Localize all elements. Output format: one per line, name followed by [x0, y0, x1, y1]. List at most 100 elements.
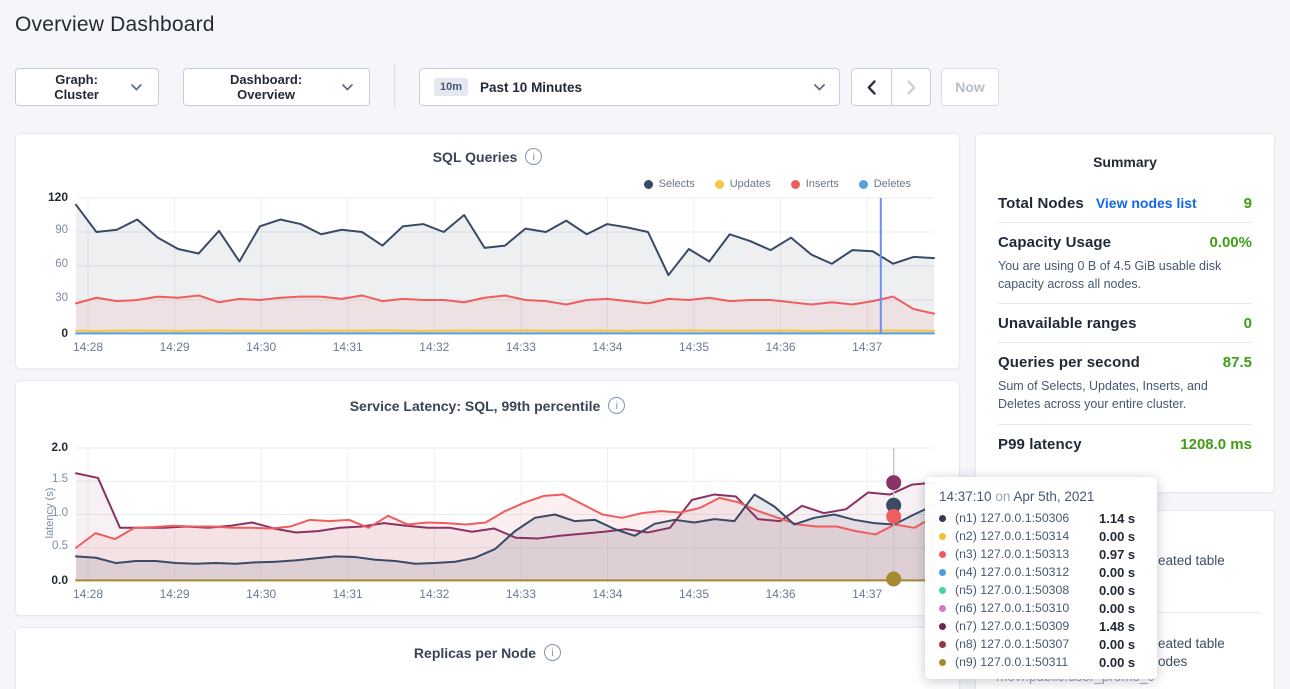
divider: [998, 423, 1252, 425]
node-latency-value: 0.97 s: [1099, 546, 1136, 562]
x-tick-label: 14:35: [679, 340, 710, 354]
summary-value: 9: [1243, 195, 1252, 212]
node-color-dot: [939, 622, 946, 630]
legend-dot: [790, 179, 800, 189]
node-latency-value: 1.48 s: [1099, 618, 1136, 634]
x-tick-label: 14:34: [592, 340, 623, 354]
page-title: Overview Dashboard: [15, 13, 215, 36]
sql-queries-chart[interactable]: [75, 197, 935, 335]
tooltip-node-row: (n4) 127.0.0.1:50312 0.00 s: [939, 563, 1143, 581]
divider: [1158, 612, 1260, 613]
graph-dropdown-label: Graph: Cluster: [54, 72, 99, 102]
chevron-down-icon: [131, 83, 142, 91]
tooltip-node-row: (n8) 127.0.0.1:50307 0.00 s: [939, 635, 1143, 653]
x-tick-label: 14:36: [765, 587, 796, 601]
x-tick-label: 14:36: [765, 340, 796, 354]
legend-label: Deletes: [873, 178, 911, 190]
x-tick-label: 14:37: [852, 340, 883, 354]
service-latency-chart[interactable]: [75, 447, 935, 587]
time-range-badge: 10m: [434, 78, 469, 96]
y-tick-label: 1.0: [52, 506, 68, 519]
summary-row-capacity: Capacity Usage 0.00%: [998, 223, 1252, 261]
node-address: (n7) 127.0.0.1:50309: [955, 619, 1070, 633]
summary-label: P99 latency: [998, 435, 1082, 453]
event-text-fragment: eated table: [1158, 553, 1225, 568]
summary-value: 0.00%: [1209, 234, 1252, 251]
node-address: (n5) 127.0.0.1:50308: [955, 583, 1070, 597]
time-prev-button[interactable]: [851, 68, 891, 106]
summary-value: 87.5: [1222, 354, 1252, 372]
time-nav-group: [851, 68, 931, 106]
node-latency-value: 0.00 s: [1099, 564, 1136, 580]
dashboard-dropdown[interactable]: Dashboard: Overview: [183, 68, 370, 106]
node-color-dot: [939, 586, 946, 594]
time-now-button[interactable]: Now: [941, 68, 999, 106]
chart-canvas: [75, 197, 935, 335]
y-tick-label: 60: [55, 258, 68, 270]
chevron-down-icon: [342, 83, 353, 91]
time-range-dropdown[interactable]: 10m Past 10 Minutes: [419, 68, 840, 106]
tooltip-node-row: (n7) 127.0.0.1:50309 1.48 s: [939, 617, 1143, 635]
summary-description: You are using 0 B of 4.5 GiB usable disk…: [998, 259, 1222, 292]
sql-queries-panel: SQL Queries Selects Updates Inserts Deletes…: [15, 133, 960, 416]
legend-item-selects[interactable]: Selects: [643, 178, 695, 190]
node-latency-value: 0.00 s: [1099, 600, 1136, 616]
chevron-left-icon: [867, 79, 876, 95]
service-latency-title: Service Latency: SQL, 99th percentile: [349, 397, 601, 414]
x-tick-label: 14:33: [505, 587, 536, 601]
info-icon[interactable]: [544, 644, 562, 661]
node-latency-value: 0.00 s: [1099, 582, 1136, 598]
summary-description: Sum of Selects, Updates, Inserts, and De…: [998, 379, 1208, 412]
legend-dot: [858, 179, 868, 189]
info-icon[interactable]: [525, 148, 543, 165]
legend-item-inserts[interactable]: Inserts: [790, 178, 839, 190]
node-latency-value: 1.14 s: [1099, 510, 1136, 526]
node-color-dot: [939, 568, 946, 576]
x-tick-label: 14:29: [159, 340, 190, 354]
view-nodes-list-link[interactable]: View nodes list: [1095, 195, 1197, 211]
divider: [998, 222, 1252, 223]
summary-label: Total Nodes: [998, 195, 1084, 212]
x-tick-label: 14:37: [852, 587, 883, 601]
event-text-fragment: odes: [1158, 654, 1188, 669]
x-tick-label: 14:29: [159, 587, 190, 601]
summary-value: 0: [1243, 315, 1252, 333]
tooltip-node-row: (n1) 127.0.0.1:50306 1.14 s: [939, 509, 1143, 527]
node-address: (n4) 127.0.0.1:50312: [955, 565, 1070, 579]
toolbar-divider: [394, 64, 395, 109]
summary-title: Summary: [1093, 154, 1157, 170]
node-color-dot: [939, 550, 946, 558]
divider: [998, 342, 1252, 344]
y-tick-label: 120: [47, 190, 68, 204]
node-address: (n2) 127.0.0.1:50314: [955, 529, 1070, 543]
node-address: (n8) 127.0.0.1:50307: [955, 637, 1070, 651]
replicas-per-node-title: Replicas per Node: [413, 644, 537, 661]
y-tick-label: 30: [55, 292, 68, 304]
node-color-dot: [939, 514, 946, 522]
legend-label: Inserts: [805, 178, 839, 190]
tooltip-node-row: (n5) 127.0.0.1:50308 0.00 s: [939, 581, 1143, 599]
info-icon[interactable]: [608, 397, 626, 414]
legend-item-updates[interactable]: Updates: [714, 178, 771, 190]
divider: [998, 303, 1252, 305]
node-address: (n9) 127.0.0.1:50311: [955, 655, 1069, 669]
legend-label: Updates: [729, 178, 771, 190]
node-address: (n3) 127.0.0.1:50313: [955, 547, 1070, 561]
summary-label: Capacity Usage: [998, 234, 1112, 251]
node-latency-value: 0.00 s: [1099, 636, 1136, 652]
tooltip-node-row: (n2) 127.0.0.1:50314 0.00 s: [939, 527, 1143, 545]
graph-dropdown[interactable]: Graph: Cluster: [15, 68, 159, 106]
chevron-down-icon: [814, 83, 825, 91]
node-address: (n6) 127.0.0.1:50310: [955, 601, 1070, 615]
time-next-button[interactable]: [891, 68, 931, 106]
x-tick-label: 14:34: [592, 587, 623, 601]
node-latency-value: 0.00 s: [1099, 654, 1136, 670]
y-tick-label: 1.5: [52, 473, 68, 486]
node-latency-value: 0.00 s: [1099, 528, 1136, 544]
tooltip-timestamp: 14:37:10 on Apr 5th, 2021: [939, 489, 1095, 504]
legend-item-deletes[interactable]: Deletes: [858, 178, 911, 190]
replicas-per-node-panel: Replicas per Node: [15, 627, 960, 689]
summary-row-unavailable-ranges: Unavailable ranges 0: [998, 304, 1252, 342]
chart-canvas: [75, 447, 935, 587]
legend-dot: [714, 179, 724, 189]
